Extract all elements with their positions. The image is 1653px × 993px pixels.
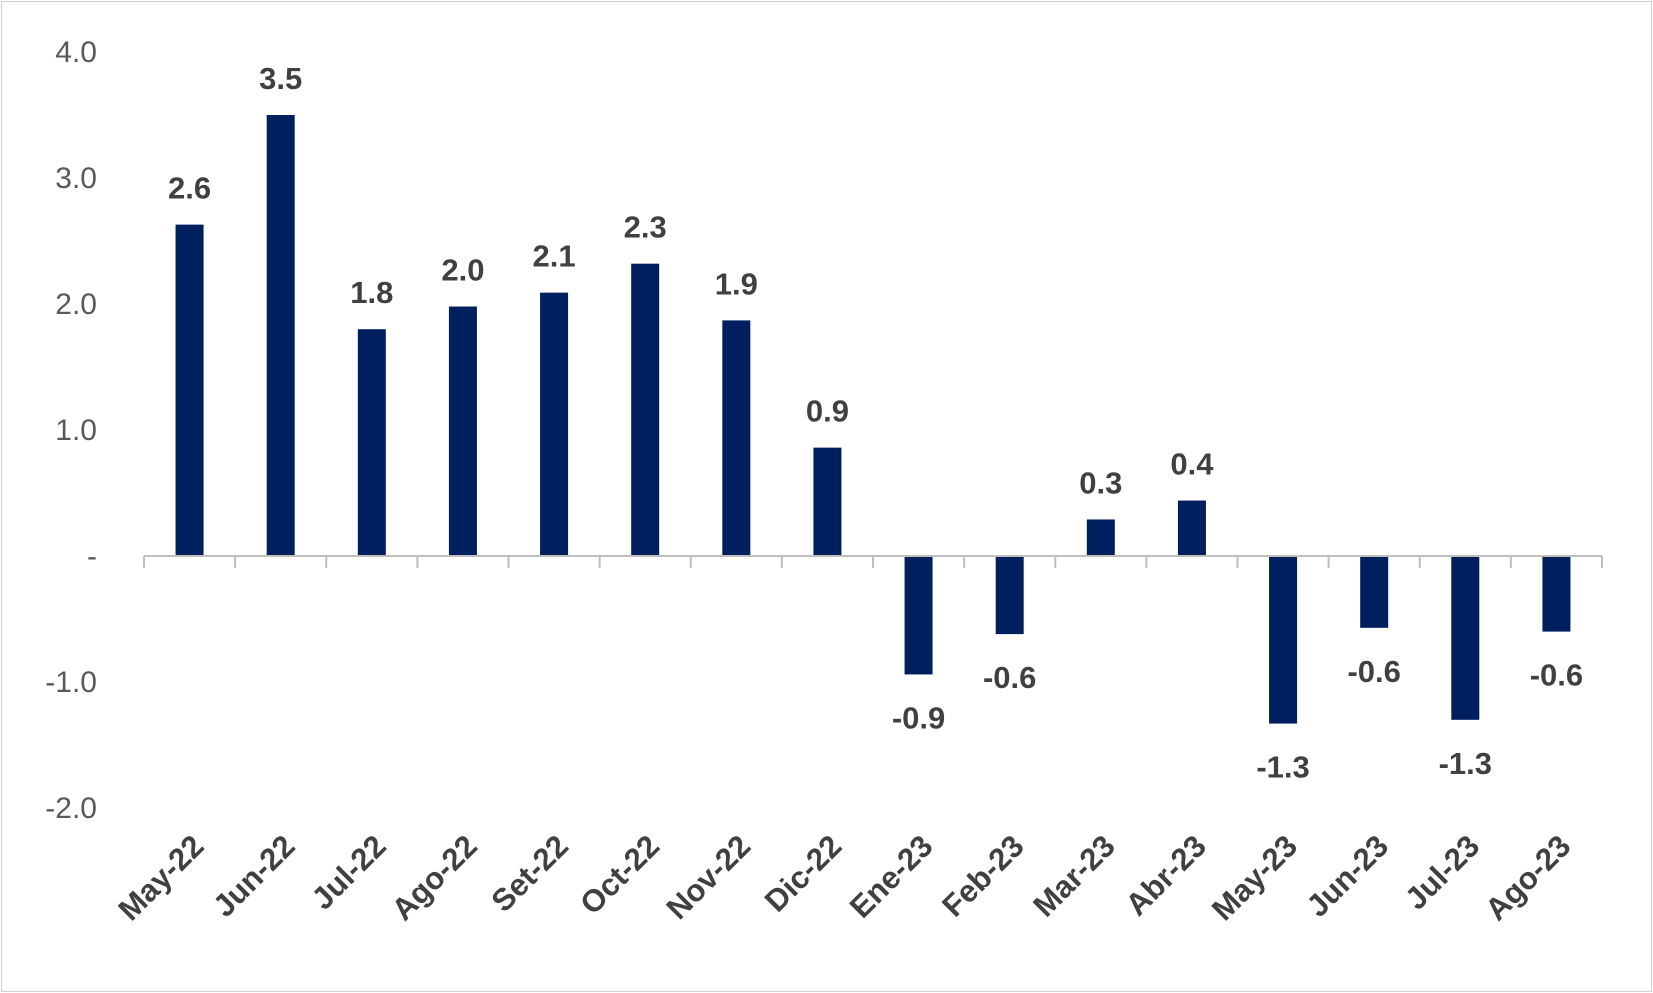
bar bbox=[1360, 556, 1389, 628]
bar bbox=[448, 306, 477, 556]
data-label: 1.8 bbox=[350, 275, 393, 310]
x-tick-label: Mar-23 bbox=[1026, 828, 1121, 923]
x-tick-label: Oct-22 bbox=[573, 828, 666, 921]
x-tick-label: Jul-22 bbox=[305, 828, 393, 916]
x-tick-label: Ago-22 bbox=[385, 828, 484, 927]
bar bbox=[540, 292, 569, 556]
bars bbox=[175, 115, 1571, 724]
x-tick-label: Jul-23 bbox=[1398, 828, 1486, 916]
y-tick-label: 2.0 bbox=[55, 288, 97, 321]
data-label: 2.3 bbox=[624, 210, 667, 245]
y-tick-label: - bbox=[87, 540, 97, 573]
x-tick-label: Ene-23 bbox=[843, 828, 940, 925]
x-tick-label: Jun-23 bbox=[1300, 828, 1395, 923]
data-label: 2.6 bbox=[168, 171, 211, 206]
y-tick-label: 4.0 bbox=[55, 36, 97, 69]
data-label: -0.9 bbox=[892, 700, 945, 735]
x-tick-label: Set-22 bbox=[484, 828, 575, 919]
bar bbox=[1269, 556, 1298, 724]
x-tick-label: Feb-23 bbox=[935, 828, 1030, 923]
y-axis-labels: -2.0-1.0-1.02.03.04.0 bbox=[45, 36, 97, 825]
bar bbox=[631, 263, 660, 556]
x-tick-label: Jun-22 bbox=[206, 828, 301, 923]
bar bbox=[266, 115, 295, 556]
data-label: 1.9 bbox=[715, 266, 758, 301]
bar bbox=[904, 556, 933, 675]
x-axis-ticks bbox=[143, 556, 1603, 568]
bar bbox=[1451, 556, 1480, 720]
bar bbox=[1542, 556, 1571, 632]
x-tick-label: Abr-23 bbox=[1119, 828, 1213, 922]
data-label: 2.1 bbox=[533, 239, 576, 274]
data-label: 2.0 bbox=[441, 253, 484, 288]
data-label: 0.4 bbox=[1170, 447, 1214, 482]
y-tick-label: 1.0 bbox=[55, 414, 97, 447]
bar bbox=[1086, 519, 1115, 556]
y-tick-label: 3.0 bbox=[55, 162, 97, 195]
x-tick-label: Dic-22 bbox=[758, 828, 849, 919]
bar bbox=[995, 556, 1024, 635]
data-label: -0.6 bbox=[1347, 654, 1400, 689]
data-label: 3.5 bbox=[259, 61, 302, 96]
bar bbox=[1177, 500, 1206, 556]
data-label: -1.3 bbox=[1256, 750, 1309, 785]
data-label: -0.6 bbox=[983, 660, 1036, 695]
x-tick-label: Ago-23 bbox=[1478, 828, 1577, 927]
bar bbox=[357, 329, 386, 556]
data-labels: 2.6 3.5 1.8 2.0 2.1 2.3 1.9 0.9 -0.9 -0.6 0.3 0.4 -1… bbox=[168, 61, 1583, 785]
x-tick-label: May-23 bbox=[1205, 828, 1304, 927]
x-tick-label: Nov-22 bbox=[659, 828, 757, 926]
x-tick-label: May-22 bbox=[111, 828, 210, 927]
y-tick-label: -2.0 bbox=[45, 792, 97, 825]
data-label: 0.9 bbox=[806, 394, 849, 429]
data-label: -1.3 bbox=[1439, 746, 1492, 781]
data-label: -0.6 bbox=[1530, 658, 1583, 693]
y-tick-label: -1.0 bbox=[45, 666, 97, 699]
data-label: 0.3 bbox=[1079, 465, 1122, 500]
bar bbox=[722, 320, 751, 556]
bar bbox=[175, 224, 204, 556]
bar bbox=[813, 447, 842, 556]
